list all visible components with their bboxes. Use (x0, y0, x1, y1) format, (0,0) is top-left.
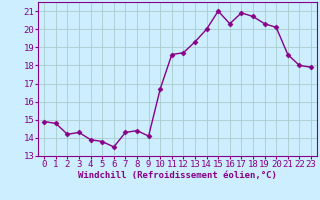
X-axis label: Windchill (Refroidissement éolien,°C): Windchill (Refroidissement éolien,°C) (78, 171, 277, 180)
